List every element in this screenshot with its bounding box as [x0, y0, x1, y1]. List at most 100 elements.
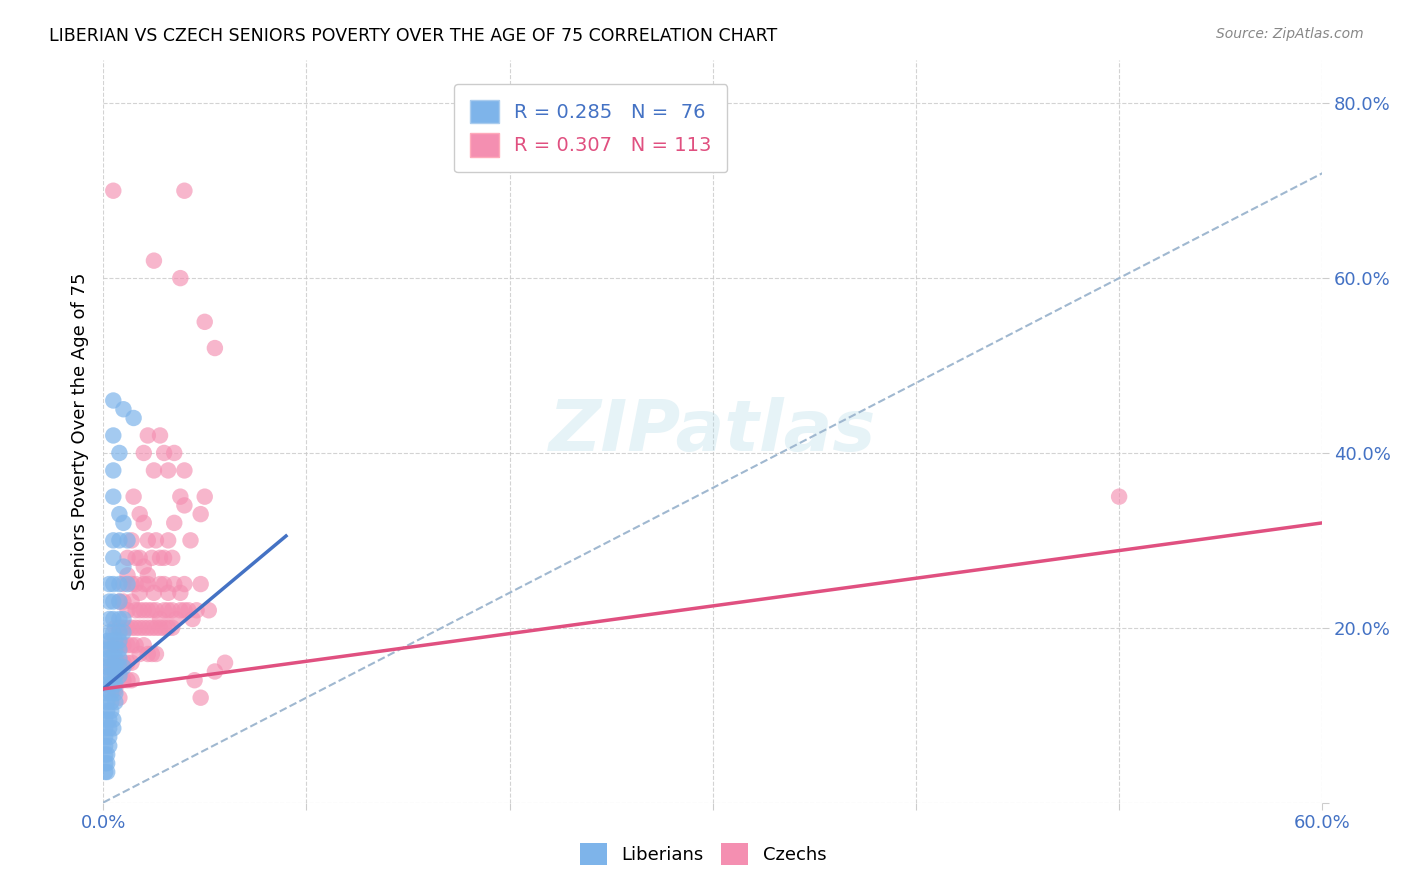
Point	[194, 490, 217, 504]
Point	[149, 621, 172, 635]
Point	[117, 621, 139, 635]
Point	[145, 621, 167, 635]
Point	[108, 656, 131, 670]
Point	[136, 647, 159, 661]
Legend: R = 0.285   N =  76, R = 0.307   N = 113: R = 0.285 N = 76, R = 0.307 N = 113	[454, 84, 727, 172]
Point	[104, 695, 127, 709]
Point	[96, 677, 118, 691]
Point	[108, 690, 131, 705]
Point	[132, 516, 155, 530]
Point	[160, 603, 183, 617]
Point	[153, 621, 176, 635]
Point	[132, 621, 155, 635]
Point	[145, 533, 167, 548]
Point	[103, 577, 125, 591]
Point	[117, 673, 139, 688]
Point	[142, 253, 165, 268]
Point	[141, 647, 163, 661]
Point	[100, 686, 122, 700]
Point	[149, 550, 172, 565]
Point	[117, 533, 139, 548]
Point	[117, 577, 139, 591]
Point	[136, 577, 159, 591]
Point	[194, 315, 217, 329]
Point	[163, 446, 186, 460]
Point	[117, 638, 139, 652]
Point	[96, 633, 118, 648]
Point	[169, 490, 191, 504]
Point	[100, 633, 122, 648]
Point	[96, 642, 118, 657]
Point	[112, 638, 135, 652]
Point	[149, 612, 172, 626]
Point	[94, 764, 117, 779]
Point	[136, 603, 159, 617]
Point	[124, 577, 146, 591]
Point	[141, 550, 163, 565]
Point	[96, 660, 118, 674]
Point	[173, 603, 195, 617]
Point	[108, 621, 131, 635]
Point	[103, 428, 125, 442]
Point	[186, 603, 208, 617]
Point	[132, 559, 155, 574]
Point	[96, 704, 118, 718]
Point	[98, 730, 121, 744]
Point	[121, 673, 143, 688]
Point	[181, 612, 204, 626]
Point	[98, 625, 121, 640]
Point	[128, 586, 150, 600]
Point	[98, 612, 121, 626]
Point	[98, 594, 121, 608]
Point	[157, 603, 180, 617]
Point	[128, 507, 150, 521]
Point	[96, 747, 118, 762]
Point	[145, 647, 167, 661]
Point	[100, 660, 122, 674]
Point	[94, 730, 117, 744]
Point	[169, 586, 191, 600]
Point	[177, 603, 200, 617]
Point	[100, 677, 122, 691]
Point	[104, 665, 127, 679]
Point	[157, 463, 180, 477]
Point	[190, 507, 212, 521]
Point	[149, 428, 172, 442]
Legend: Liberians, Czechs: Liberians, Czechs	[571, 834, 835, 874]
Point	[104, 669, 127, 683]
Point	[132, 638, 155, 652]
Point	[98, 721, 121, 735]
Point	[96, 756, 118, 771]
Point	[141, 621, 163, 635]
Point	[136, 428, 159, 442]
Point	[98, 577, 121, 591]
Point	[173, 463, 195, 477]
Point	[103, 594, 125, 608]
Text: Source: ZipAtlas.com: Source: ZipAtlas.com	[1216, 27, 1364, 41]
Point	[104, 681, 127, 696]
Point	[121, 656, 143, 670]
Point	[136, 621, 159, 635]
Point	[163, 516, 186, 530]
Text: ZIPatlas: ZIPatlas	[548, 397, 876, 466]
Point	[204, 341, 226, 355]
Point	[100, 638, 122, 652]
Point	[112, 625, 135, 640]
Point	[103, 533, 125, 548]
Point	[179, 533, 201, 548]
Point	[108, 625, 131, 640]
Point	[117, 656, 139, 670]
Point	[103, 184, 125, 198]
Point	[136, 568, 159, 582]
Y-axis label: Seniors Poverty Over the Age of 75: Seniors Poverty Over the Age of 75	[72, 272, 89, 590]
Point	[112, 516, 135, 530]
Point	[136, 533, 159, 548]
Point	[100, 651, 122, 665]
Point	[121, 621, 143, 635]
Point	[104, 638, 127, 652]
Point	[122, 411, 145, 425]
Point	[173, 184, 195, 198]
Point	[153, 550, 176, 565]
Point	[94, 721, 117, 735]
Point	[169, 603, 191, 617]
